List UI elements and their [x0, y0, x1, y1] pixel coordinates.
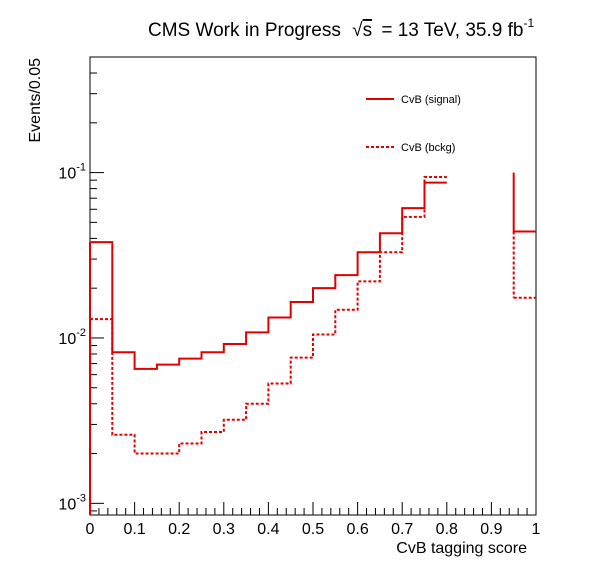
- series-layer: [89, 172, 536, 515]
- x-tick-label: 0.4: [257, 521, 279, 538]
- y-tick-label: 10-2: [58, 327, 86, 348]
- series-bckg: [89, 176, 536, 515]
- x-tick-label: 0.3: [213, 521, 235, 538]
- legend-signal-label: CvB (signal): [401, 94, 461, 106]
- x-axis: 0 0.1 0.2 0.3 0.4 0.5 0.6 0.7 0.8 0.9 1: [86, 502, 541, 538]
- y-axis: 10-3 10-2 10-1: [58, 162, 104, 513]
- legend-bckg-label: CvB (bckg): [401, 142, 455, 154]
- x-tick-label: 0.2: [168, 521, 190, 538]
- x-tick-label: 0.5: [302, 521, 324, 538]
- x-axis-label: CvB tagging score: [396, 540, 527, 557]
- x-tick-label: 0.1: [123, 521, 145, 538]
- y-axis-label: Events/0.05: [27, 58, 44, 143]
- y-tick-label: 10-3: [58, 492, 86, 513]
- energy-variable: s: [363, 20, 373, 41]
- sqrt-symbol: √: [352, 20, 363, 41]
- x-tick-label: 0.9: [480, 521, 502, 538]
- chart-title: CMS Work in Progress √s = 13 TeV, 35.9 f…: [148, 16, 534, 41]
- legend: CvB (signal) CvB (bckg): [366, 94, 461, 154]
- x-tick-label: 1: [532, 521, 541, 538]
- series-line: [90, 181, 536, 370]
- x-tick-label: 0.8: [436, 521, 458, 538]
- y-tick-label: 10-1: [58, 162, 86, 183]
- x-tick-label: 0: [86, 521, 95, 538]
- x-minor-ticks: [98, 508, 528, 515]
- y-minor-ticks: [90, 56, 97, 512]
- lumi-exponent: -1: [523, 16, 534, 30]
- x-tick-label: 0.7: [391, 521, 413, 538]
- series-line: [90, 176, 536, 455]
- x-tick-label: 0.6: [346, 521, 368, 538]
